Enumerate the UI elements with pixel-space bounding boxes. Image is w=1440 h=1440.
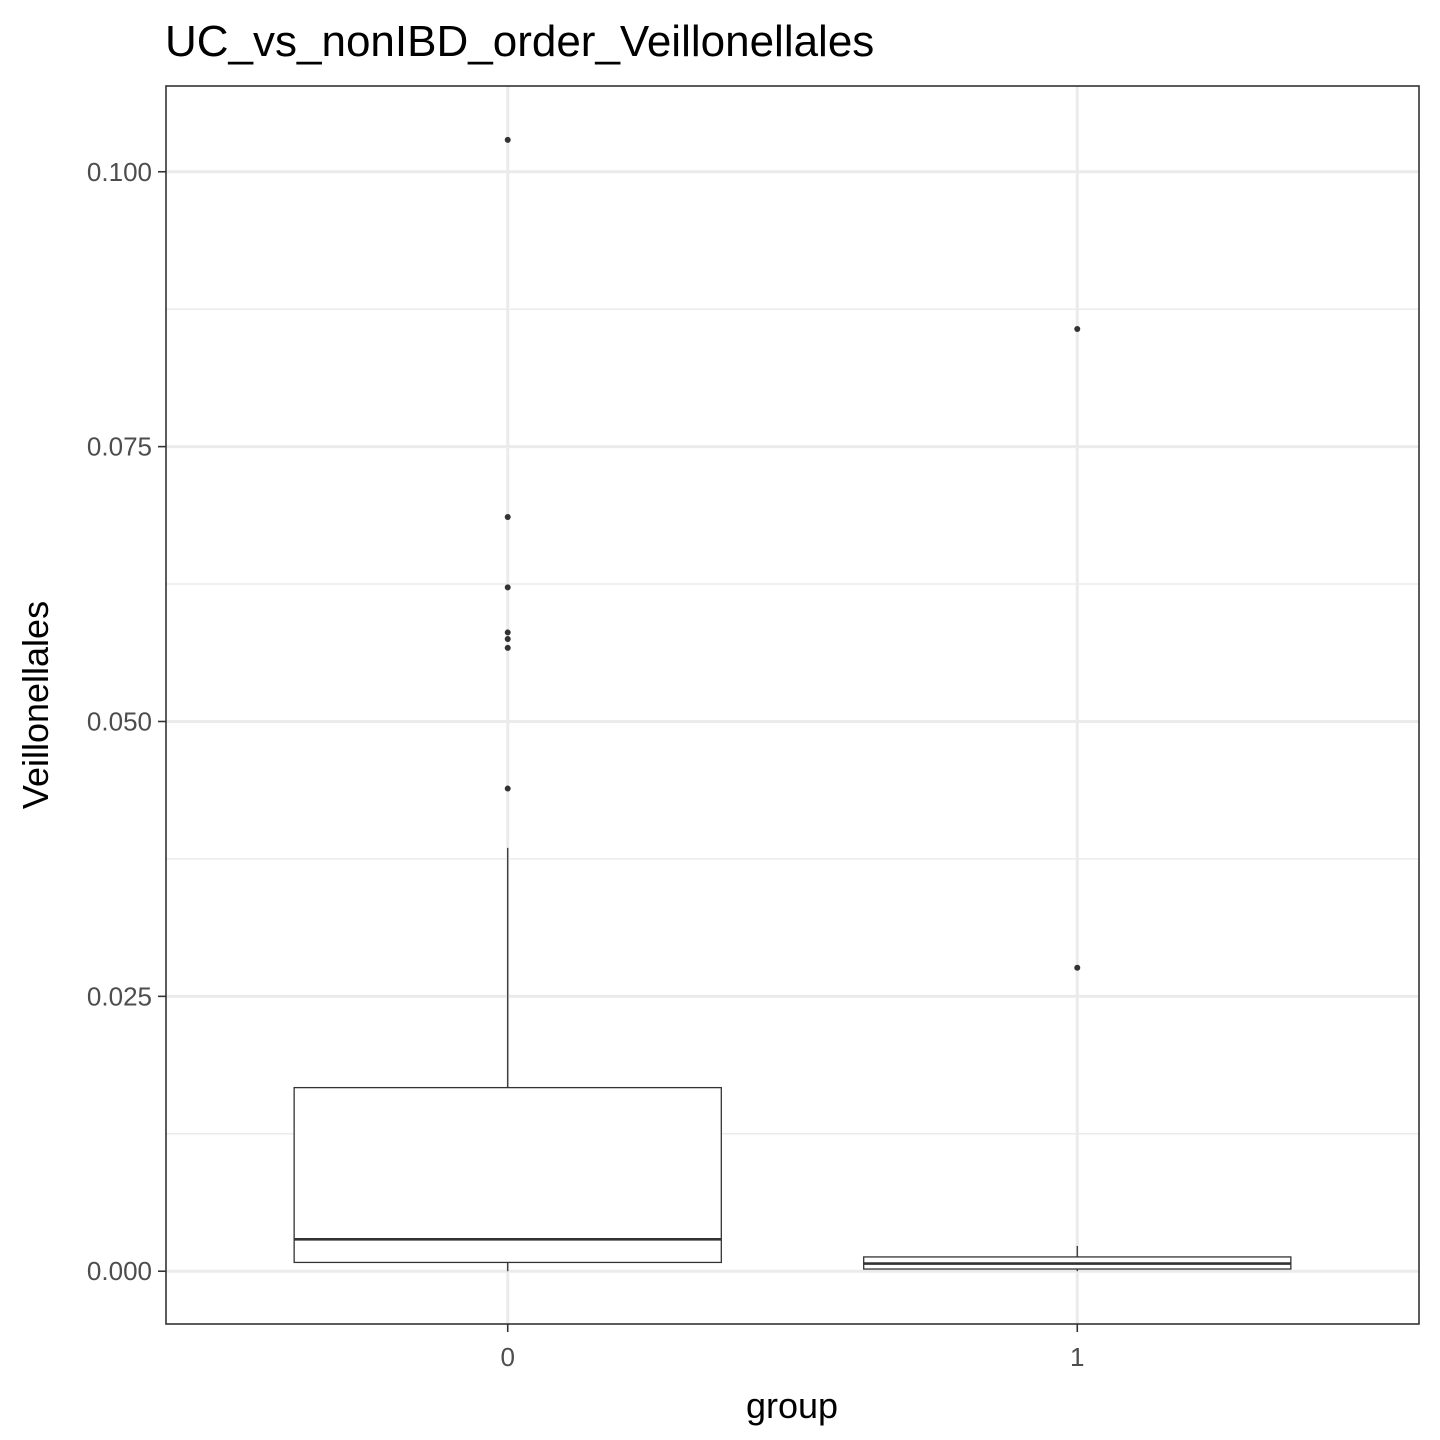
chart-title: UC_vs_nonIBD_order_Veillonellales: [165, 17, 874, 66]
box-marks: [293, 136, 1292, 1272]
outlier-point: [504, 636, 511, 643]
plot-panel-border: [165, 85, 1420, 1325]
axes: 0.000 0.025 0.050 0.075 0.100 0 1: [87, 157, 1085, 1372]
y-axis-title: Veillonellales: [15, 601, 56, 809]
outlier-point: [1074, 325, 1081, 332]
outlier-point: [1074, 964, 1081, 971]
y-tick-label: 0.050: [87, 706, 152, 736]
outlier-point: [504, 136, 511, 143]
y-tick-label: 0.000: [87, 1256, 152, 1286]
outlier-point: [504, 584, 511, 591]
outlier-point: [504, 629, 511, 636]
x-axis-title: group: [746, 1385, 838, 1426]
x-tick-label: 0: [500, 1342, 514, 1372]
outlier-point: [504, 644, 511, 651]
x-tick-label: 1: [1070, 1342, 1084, 1372]
y-tick-label: 0.025: [87, 981, 152, 1011]
outlier-point: [504, 513, 511, 520]
box-group-1: [863, 325, 1292, 1272]
box-iqr: [293, 1086, 722, 1264]
outlier-point: [504, 785, 511, 792]
y-tick-label: 0.100: [87, 157, 152, 187]
box-group-0: [293, 136, 722, 1272]
y-tick-label: 0.075: [87, 432, 152, 462]
